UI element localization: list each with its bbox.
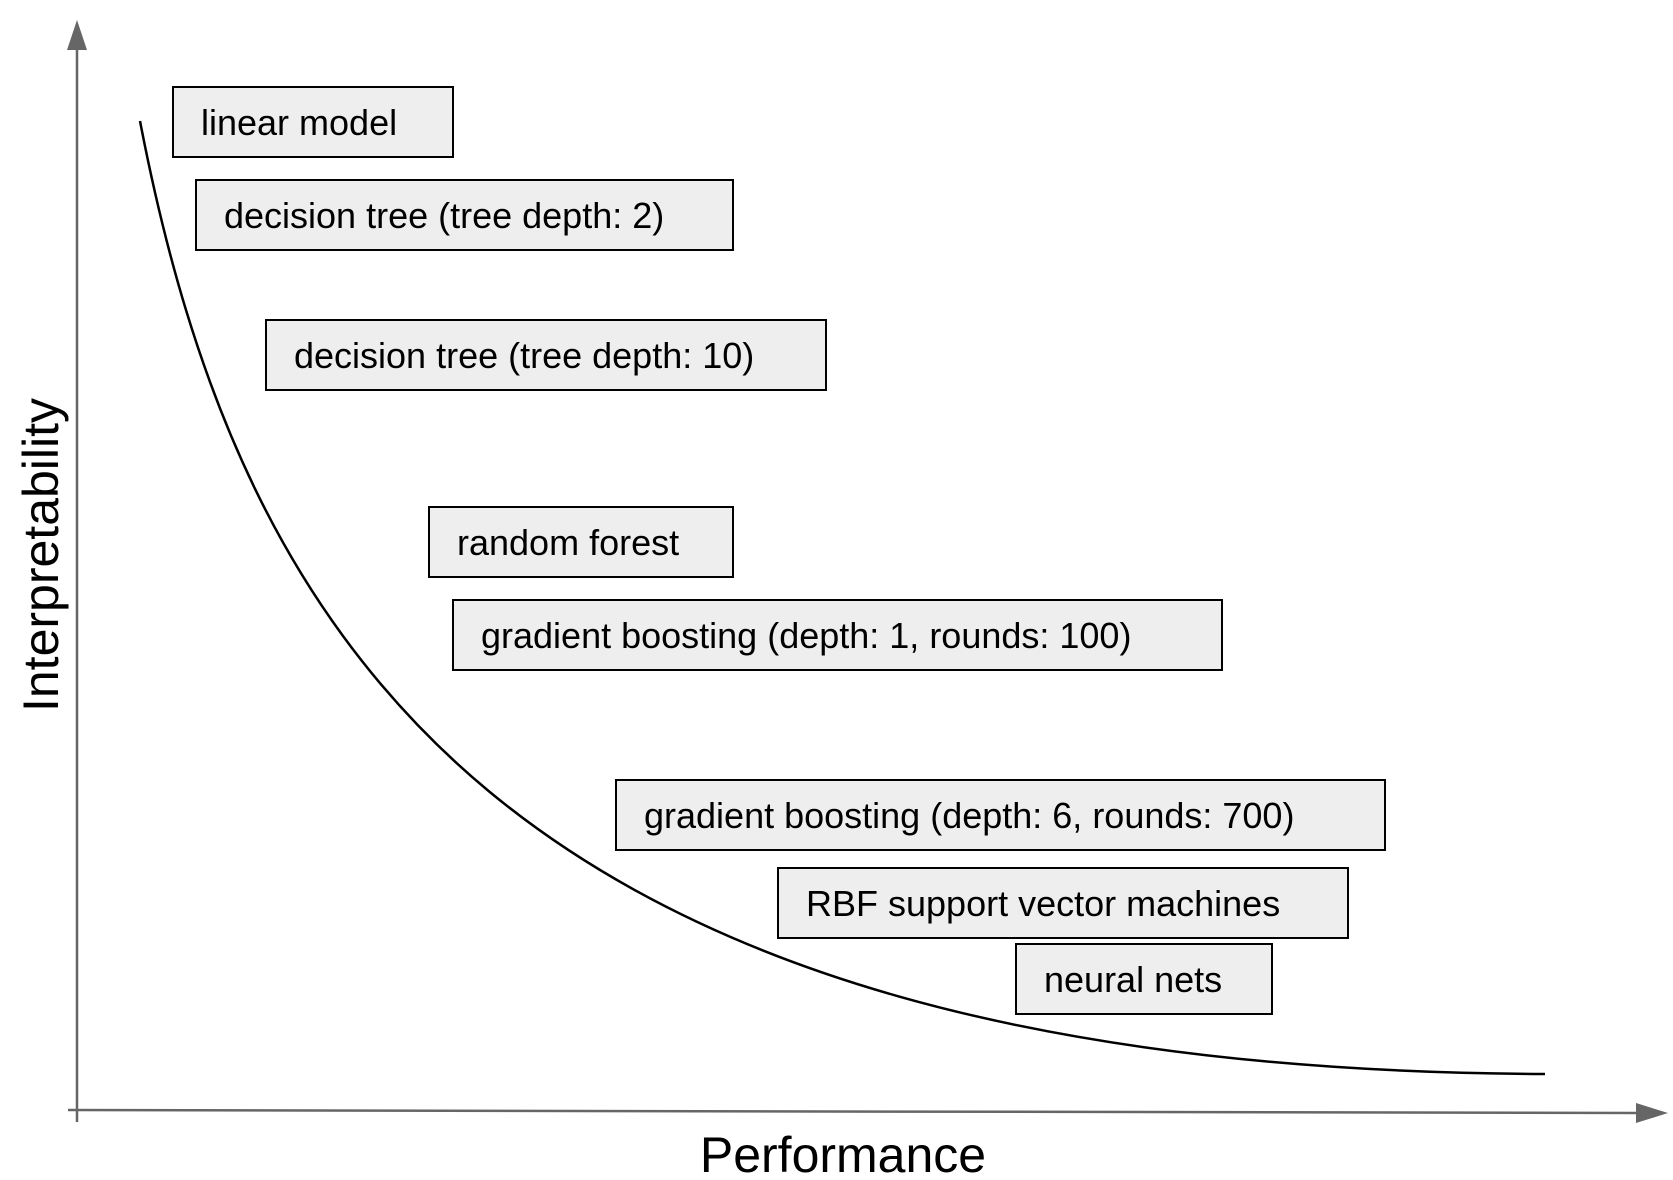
model-box-neural-nets: neural nets [1015,943,1273,1015]
model-box-rbf-svm: RBF support vector machines [777,867,1349,939]
model-label: linear model [201,102,397,143]
x-axis-arrow-icon [1636,1103,1668,1123]
model-label: decision tree (tree depth: 2) [224,195,664,236]
tradeoff-curve [138,120,1546,1076]
model-box-gradient-boosting-shallow: gradient boosting (depth: 1, rounds: 100… [452,599,1223,671]
x-axis [67,1108,1641,1115]
model-box-gradient-boosting-deep: gradient boosting (depth: 6, rounds: 700… [615,779,1386,851]
model-label: decision tree (tree depth: 10) [294,335,754,376]
y-axis-label: Interpretability [13,398,69,712]
model-label: gradient boosting (depth: 1, rounds: 100… [481,615,1131,656]
model-label: RBF support vector machines [806,883,1280,924]
model-box-linear-model: linear model [172,86,454,158]
model-box-decision-tree-depth-2: decision tree (tree depth: 2) [195,179,734,251]
model-label: gradient boosting (depth: 6, rounds: 700… [644,795,1294,836]
model-label: neural nets [1044,959,1222,1000]
model-label: random forest [457,522,679,563]
x-axis-label: Performance [700,1127,986,1180]
model-box-random-forest: random forest [428,506,734,578]
model-box-decision-tree-depth-10: decision tree (tree depth: 10) [265,319,827,391]
y-axis-arrow-icon [67,20,87,50]
